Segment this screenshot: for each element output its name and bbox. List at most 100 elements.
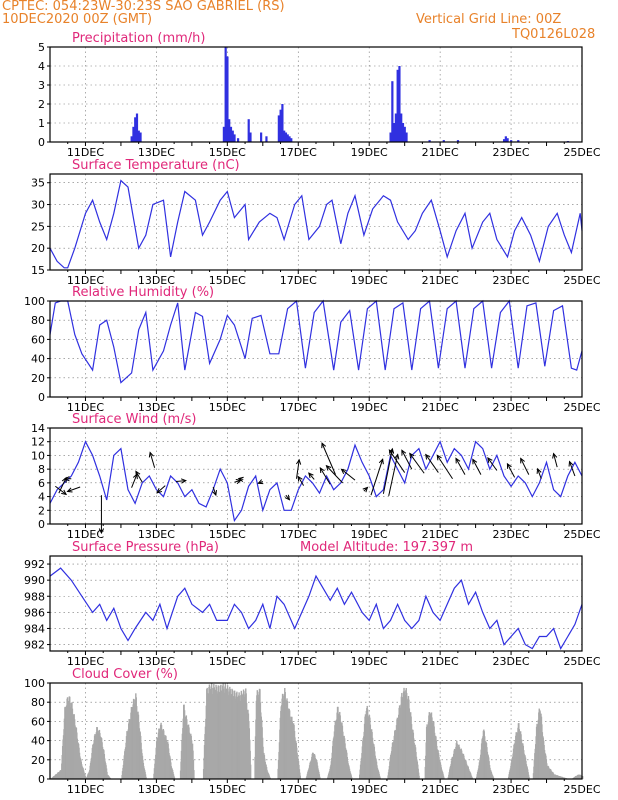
cloud-bar xyxy=(173,777,176,779)
wind-arrow xyxy=(455,457,466,475)
x-tick-label: 23DEC xyxy=(493,783,530,796)
panel-3: Relative Humidity (%) 0 20 40 60 80 100 11DEC 13… xyxy=(24,285,601,414)
wind-arrow-shaft xyxy=(537,468,542,479)
cloud-bar xyxy=(318,774,321,779)
wind-arrow xyxy=(135,470,143,483)
x-tick-label: 23DEC xyxy=(493,146,530,159)
wind-arrow-head xyxy=(394,453,400,460)
x-tick-label: 25DEC xyxy=(563,274,600,287)
wind-arrow-shaft xyxy=(436,455,453,480)
y-tick-label: 60 xyxy=(31,715,45,728)
wind-arrow xyxy=(295,458,302,479)
wind-arrow xyxy=(148,451,156,468)
cloud-bar xyxy=(379,777,381,779)
precip-bar xyxy=(389,132,392,142)
y-tick-label: 2 xyxy=(38,504,45,517)
wind-arrow-head xyxy=(378,458,384,465)
panel-frame xyxy=(49,173,583,271)
precip-bar xyxy=(442,140,445,142)
wind-arrow-head xyxy=(520,457,525,464)
precip-bar xyxy=(400,113,403,142)
wind-arrow xyxy=(536,467,542,479)
wind-arrow-shaft xyxy=(295,459,300,479)
grid-note: Vertical Grid Line: 00Z xyxy=(416,12,562,27)
precip-bar xyxy=(260,132,263,142)
wind-arrow-head xyxy=(284,494,291,501)
x-tick-label: 23DEC xyxy=(493,528,530,541)
x-tick-label: 19DEC xyxy=(351,274,388,287)
cloud-bar xyxy=(193,770,195,779)
x-tick-label: 15DEC xyxy=(209,146,246,159)
series-line xyxy=(49,179,583,269)
y-tick-label: 25 xyxy=(31,220,45,233)
x-tick-label: 19DEC xyxy=(351,146,388,159)
wind-arrow xyxy=(388,449,406,473)
wind-arrow xyxy=(325,464,343,484)
wind-arrow-head xyxy=(409,452,415,459)
station-info: CPTEC: 054:23W-30:23S SAO GABRIEL (RS) xyxy=(2,0,285,14)
x-tick-label: 15DEC xyxy=(209,783,246,796)
y-tick-label: 14 xyxy=(31,422,45,435)
wind-arrow-head xyxy=(237,476,244,482)
wind-arrow-head xyxy=(536,467,542,474)
x-tick-label: 23DEC xyxy=(493,274,530,287)
precip-bar xyxy=(403,126,406,142)
cloud-bar xyxy=(249,764,252,779)
x-tick-label: 19DEC xyxy=(351,655,388,668)
precip-bar xyxy=(391,81,394,142)
wind-arrow xyxy=(506,462,516,478)
wind-arrow xyxy=(66,486,81,493)
wind-arrow-head xyxy=(156,487,163,494)
wind-arrow xyxy=(552,452,558,468)
wind-arrow-shaft xyxy=(520,458,530,475)
wind-arrow-head xyxy=(340,468,347,475)
wind-arrow-shaft xyxy=(149,452,156,468)
panel-1: Precipitation (mm/h) 0 1 2 3 4 5 11DEC 13DEC 15DE… xyxy=(38,31,601,159)
y-tick-label: 35 xyxy=(31,177,45,190)
run-date: 10DEC2020 00Z (GMT) xyxy=(2,12,153,27)
x-tick-label: 17DEC xyxy=(280,783,317,796)
product-code: TQ0126L028 xyxy=(512,27,596,42)
wind-arrow-shaft xyxy=(382,448,393,494)
precip-bar xyxy=(517,140,520,142)
precip-bar xyxy=(132,126,135,142)
precip-bar xyxy=(506,138,509,142)
wind-arrow xyxy=(237,476,244,482)
precip-bar xyxy=(284,132,288,142)
cloud-bar xyxy=(492,776,494,779)
precip-bar xyxy=(279,109,282,142)
wind-arrow-shaft xyxy=(319,467,331,485)
wind-arrow xyxy=(319,467,331,485)
x-tick-label: 17DEC xyxy=(280,401,317,414)
x-tick-label: 17DEC xyxy=(280,655,317,668)
x-tick-label: 21DEC xyxy=(422,655,459,668)
y-tick-label: 15 xyxy=(31,264,45,277)
precip-bar xyxy=(510,140,513,142)
cloud-bar xyxy=(443,777,445,779)
cloud-bar xyxy=(582,776,584,779)
wind-arrow xyxy=(175,478,187,484)
cloud-bar xyxy=(442,775,445,779)
y-tick-label: 2 xyxy=(38,98,45,111)
x-tick-label: 17DEC xyxy=(280,528,317,541)
precip-bar xyxy=(247,119,250,142)
wind-arrow-head xyxy=(98,528,105,535)
panel-frame xyxy=(49,46,583,143)
panel-title: Surface Wind (m/s) xyxy=(72,412,196,427)
precip-bar xyxy=(265,136,268,142)
y-tick-label: 988 xyxy=(24,590,45,603)
wind-arrow xyxy=(58,476,67,494)
y-tick-label: 982 xyxy=(24,639,45,652)
cloud-bar xyxy=(418,775,420,779)
y-tick-label: 40 xyxy=(31,735,45,748)
wind-arrow-head xyxy=(61,489,68,496)
wind-arrow-head xyxy=(455,457,461,464)
precip-bar xyxy=(224,47,227,142)
wind-arrow-head xyxy=(148,451,154,458)
cloud-bar xyxy=(192,759,195,779)
x-tick-label: 19DEC xyxy=(351,783,388,796)
wind-arrow-shaft xyxy=(388,454,399,496)
precip-bar xyxy=(226,56,229,142)
precip-bar xyxy=(229,126,233,142)
x-tick-label: 17DEC xyxy=(280,146,317,159)
